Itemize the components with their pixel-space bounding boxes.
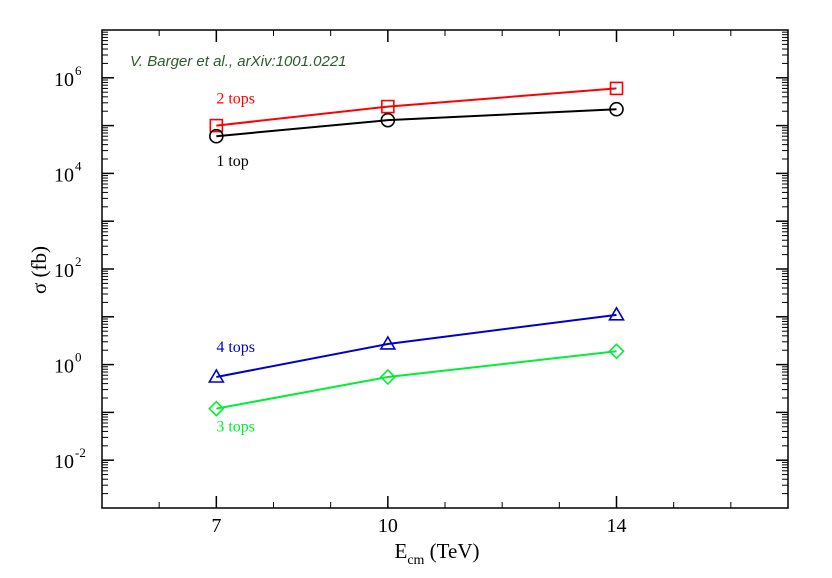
x-axis-label-unit: (TeV)	[424, 539, 479, 563]
x-tick-label: 10	[378, 515, 398, 537]
major-ticks	[102, 30, 788, 508]
diamond-marker	[379, 368, 396, 386]
x-tick-label: 7	[211, 515, 221, 537]
x-axis-label-sub: cm	[407, 553, 424, 568]
y-tick-exponent: 2	[75, 254, 82, 269]
series-label-2-tops: 2 tops	[216, 91, 255, 108]
x-tick-label: 14	[607, 515, 627, 537]
diamond-marker	[608, 343, 625, 360]
series-line-2-tops	[216, 87, 617, 127]
square-marker	[609, 81, 624, 96]
square-marker	[381, 99, 395, 114]
minor-ticks	[102, 30, 788, 508]
x-axis-label: Ecm (TeV)	[394, 539, 479, 568]
series-line-4-tops	[216, 313, 617, 378]
square-marker	[209, 118, 224, 133]
y-tick-label: 10	[54, 69, 74, 91]
y-tick-exponent: 0	[75, 350, 82, 365]
series-line-1-top	[216, 108, 617, 138]
series-label-1-top: 1 top	[216, 153, 248, 170]
citation-annotation: V. Barger et al., arXiv:1001.0221	[130, 53, 347, 70]
y-tick-label: 10	[54, 356, 74, 378]
series-label-3-tops: 3 tops	[216, 419, 255, 436]
series-group: 2 tops 1 top 4 tops 3 tops	[207, 81, 625, 436]
series-label-4-tops: 4 tops	[216, 339, 255, 356]
x-tick-labels: 7 10 14	[211, 515, 626, 537]
circle-marker	[209, 128, 224, 144]
series-line-3-tops	[216, 350, 617, 410]
triangle-marker	[379, 335, 397, 350]
triangle-marker	[207, 368, 225, 383]
circle-marker	[380, 112, 396, 128]
y-tick-exponent: 6	[75, 63, 82, 78]
triangle-marker	[608, 306, 625, 321]
y-tick-label: 10	[54, 164, 74, 186]
y-tick-label: 10	[54, 451, 74, 473]
x-axis-label-main: E	[394, 539, 407, 563]
y-axis-label: σ (fb)	[27, 246, 51, 294]
y-tick-exponent: 4	[75, 158, 82, 173]
y-tick-label: 10	[54, 260, 74, 282]
y-tick-exponent: -2	[75, 445, 86, 460]
circle-marker	[609, 101, 624, 117]
diamond-marker	[208, 400, 225, 417]
